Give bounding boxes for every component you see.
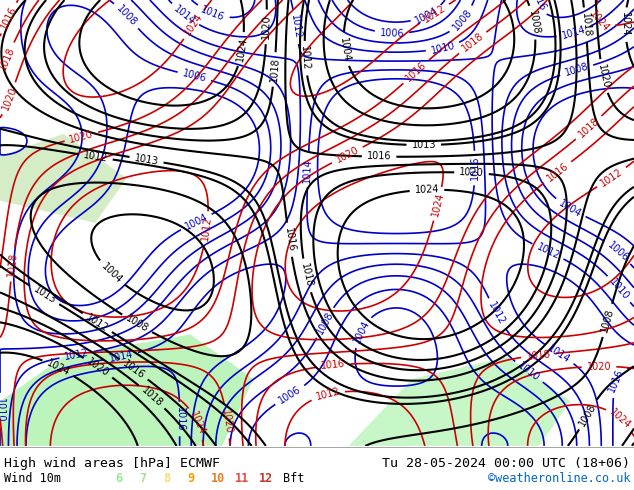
Text: 1004: 1004 [414,5,440,25]
Text: 1008: 1008 [578,401,598,428]
Text: 1008: 1008 [527,9,541,35]
Text: 10: 10 [211,472,225,485]
Text: 1018: 1018 [6,252,19,277]
Text: 1016: 1016 [283,227,296,252]
Text: 1013: 1013 [411,140,436,150]
Text: 1013: 1013 [32,284,58,306]
Text: 7: 7 [139,472,146,485]
Polygon shape [349,357,571,446]
Text: 1004: 1004 [338,36,351,62]
Text: Wind 10m: Wind 10m [4,472,61,485]
Text: 1024: 1024 [188,410,207,437]
Text: 1024: 1024 [235,36,249,62]
Text: 1008: 1008 [599,307,616,334]
Text: 1020: 1020 [0,85,18,112]
Text: 1006: 1006 [181,69,207,84]
Text: 6: 6 [115,472,122,485]
Text: 1020: 1020 [68,129,94,145]
Text: ©weatheronline.co.uk: ©weatheronline.co.uk [488,472,630,485]
Text: 1020: 1020 [221,408,234,434]
Text: Bft: Bft [283,472,304,485]
Text: 1008: 1008 [124,313,150,334]
Text: 1018: 1018 [299,263,314,289]
Text: 1016: 1016 [528,0,547,13]
Text: 1004: 1004 [100,261,124,286]
Text: 1024: 1024 [183,12,205,38]
Text: 1008: 1008 [564,62,590,78]
Text: 9: 9 [187,472,194,485]
Text: 1018: 1018 [526,349,551,362]
Text: 1020: 1020 [261,14,272,39]
Text: 1020: 1020 [596,63,611,89]
Text: 1016: 1016 [121,358,146,380]
Text: 1004: 1004 [351,318,372,345]
Text: 1016: 1016 [200,4,226,23]
Text: 1016: 1016 [174,407,184,431]
Text: 1018: 1018 [576,116,601,140]
Text: 1010: 1010 [0,398,5,422]
Text: 1012: 1012 [422,2,448,25]
Text: 1006: 1006 [379,27,404,39]
Text: 1018: 1018 [460,31,486,54]
Text: 1016: 1016 [404,60,429,84]
Text: 1014: 1014 [560,24,586,41]
Text: 12: 12 [259,472,273,485]
Text: 1018: 1018 [0,45,16,72]
Text: 1012: 1012 [289,14,303,40]
Text: 1016: 1016 [607,368,625,394]
Text: 1016: 1016 [470,156,480,180]
Text: 1014: 1014 [547,343,573,365]
Text: 1012: 1012 [486,300,507,327]
Text: 8: 8 [163,472,170,485]
Text: 1018: 1018 [269,57,280,82]
Text: 1004: 1004 [183,212,209,232]
Text: 1014: 1014 [172,3,198,26]
Text: 1018: 1018 [139,385,164,409]
Text: 1006: 1006 [605,240,631,264]
Text: 1010: 1010 [430,40,456,56]
Text: 1012: 1012 [598,166,624,188]
Text: 1012: 1012 [200,216,213,242]
Text: 1024: 1024 [415,184,439,195]
Polygon shape [32,67,412,312]
Polygon shape [0,334,254,446]
Text: 1008: 1008 [114,3,139,28]
Text: 1020: 1020 [334,145,361,165]
Text: 1020: 1020 [85,356,111,379]
Text: 1024: 1024 [430,191,446,217]
Text: High wind areas [hPa] ECMWF: High wind areas [hPa] ECMWF [4,457,220,470]
Text: 11: 11 [235,472,249,485]
Text: 1008: 1008 [451,7,474,33]
Text: 1024: 1024 [587,9,611,34]
Polygon shape [0,134,127,223]
Text: 1016: 1016 [367,151,391,162]
Text: 1014: 1014 [302,158,313,183]
Text: 1024: 1024 [45,358,72,377]
Text: 1016: 1016 [321,359,346,371]
Text: 1020: 1020 [459,167,484,178]
Text: 1012: 1012 [314,387,341,402]
Text: Tu 28-05-2024 00:00 UTC (18+06): Tu 28-05-2024 00:00 UTC (18+06) [382,457,630,470]
Text: 1024: 1024 [608,407,633,431]
Text: 1012: 1012 [82,150,108,164]
Text: 1012: 1012 [84,312,110,334]
Text: 1012: 1012 [299,46,311,71]
Text: 1006: 1006 [277,384,303,406]
Text: 1008: 1008 [314,310,335,336]
Text: 1016: 1016 [0,5,18,31]
Text: 1024: 1024 [620,12,630,37]
Text: 1004: 1004 [557,198,583,219]
Text: 1014: 1014 [108,349,134,364]
Text: 1018: 1018 [579,12,592,37]
Text: 1010: 1010 [516,361,541,383]
Text: 1012: 1012 [534,242,561,261]
Text: 1012: 1012 [63,347,89,362]
Text: 1010: 1010 [607,276,631,302]
Text: 1013: 1013 [134,153,160,167]
Text: 1016: 1016 [545,161,571,184]
Text: 1020: 1020 [586,361,611,371]
